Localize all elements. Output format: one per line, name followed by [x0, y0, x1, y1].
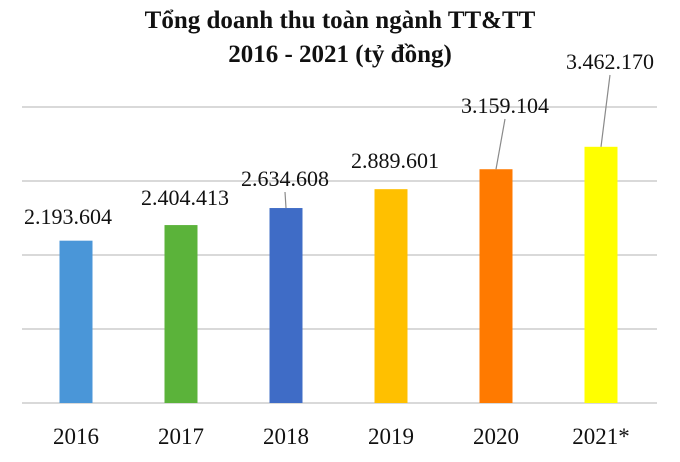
- x-tick-label: 2018: [263, 424, 309, 449]
- data-label: 2.193.604: [24, 204, 112, 229]
- x-tick-label: 2017: [158, 424, 204, 449]
- x-tick-label: 2021*: [572, 424, 630, 449]
- x-tick-label: 2019: [368, 424, 414, 449]
- data-label: 3.159.104: [461, 93, 549, 118]
- data-label: 2.889.601: [351, 148, 439, 173]
- x-tick-label: 2016: [53, 424, 99, 449]
- data-label: 2.634.608: [241, 166, 329, 191]
- bar-2021*: [584, 146, 618, 403]
- chart-title-line-1: Tổng doanh thu toàn ngành TT&TT: [145, 7, 536, 34]
- chart-title-line-2: 2016 - 2021 (tỷ đồng): [228, 41, 452, 68]
- leader-line: [495, 118, 506, 170]
- leader-line: [284, 191, 287, 209]
- leader-line: [600, 74, 611, 147]
- data-label: 2.404.413: [141, 185, 229, 210]
- bar-2019: [374, 189, 408, 403]
- x-tick-label: 2020: [473, 424, 519, 449]
- bar-2017: [164, 225, 198, 403]
- bar-2020: [479, 169, 513, 403]
- bar-2018: [269, 208, 303, 403]
- bar-2016: [59, 240, 93, 403]
- data-label: 3.462.170: [566, 49, 654, 74]
